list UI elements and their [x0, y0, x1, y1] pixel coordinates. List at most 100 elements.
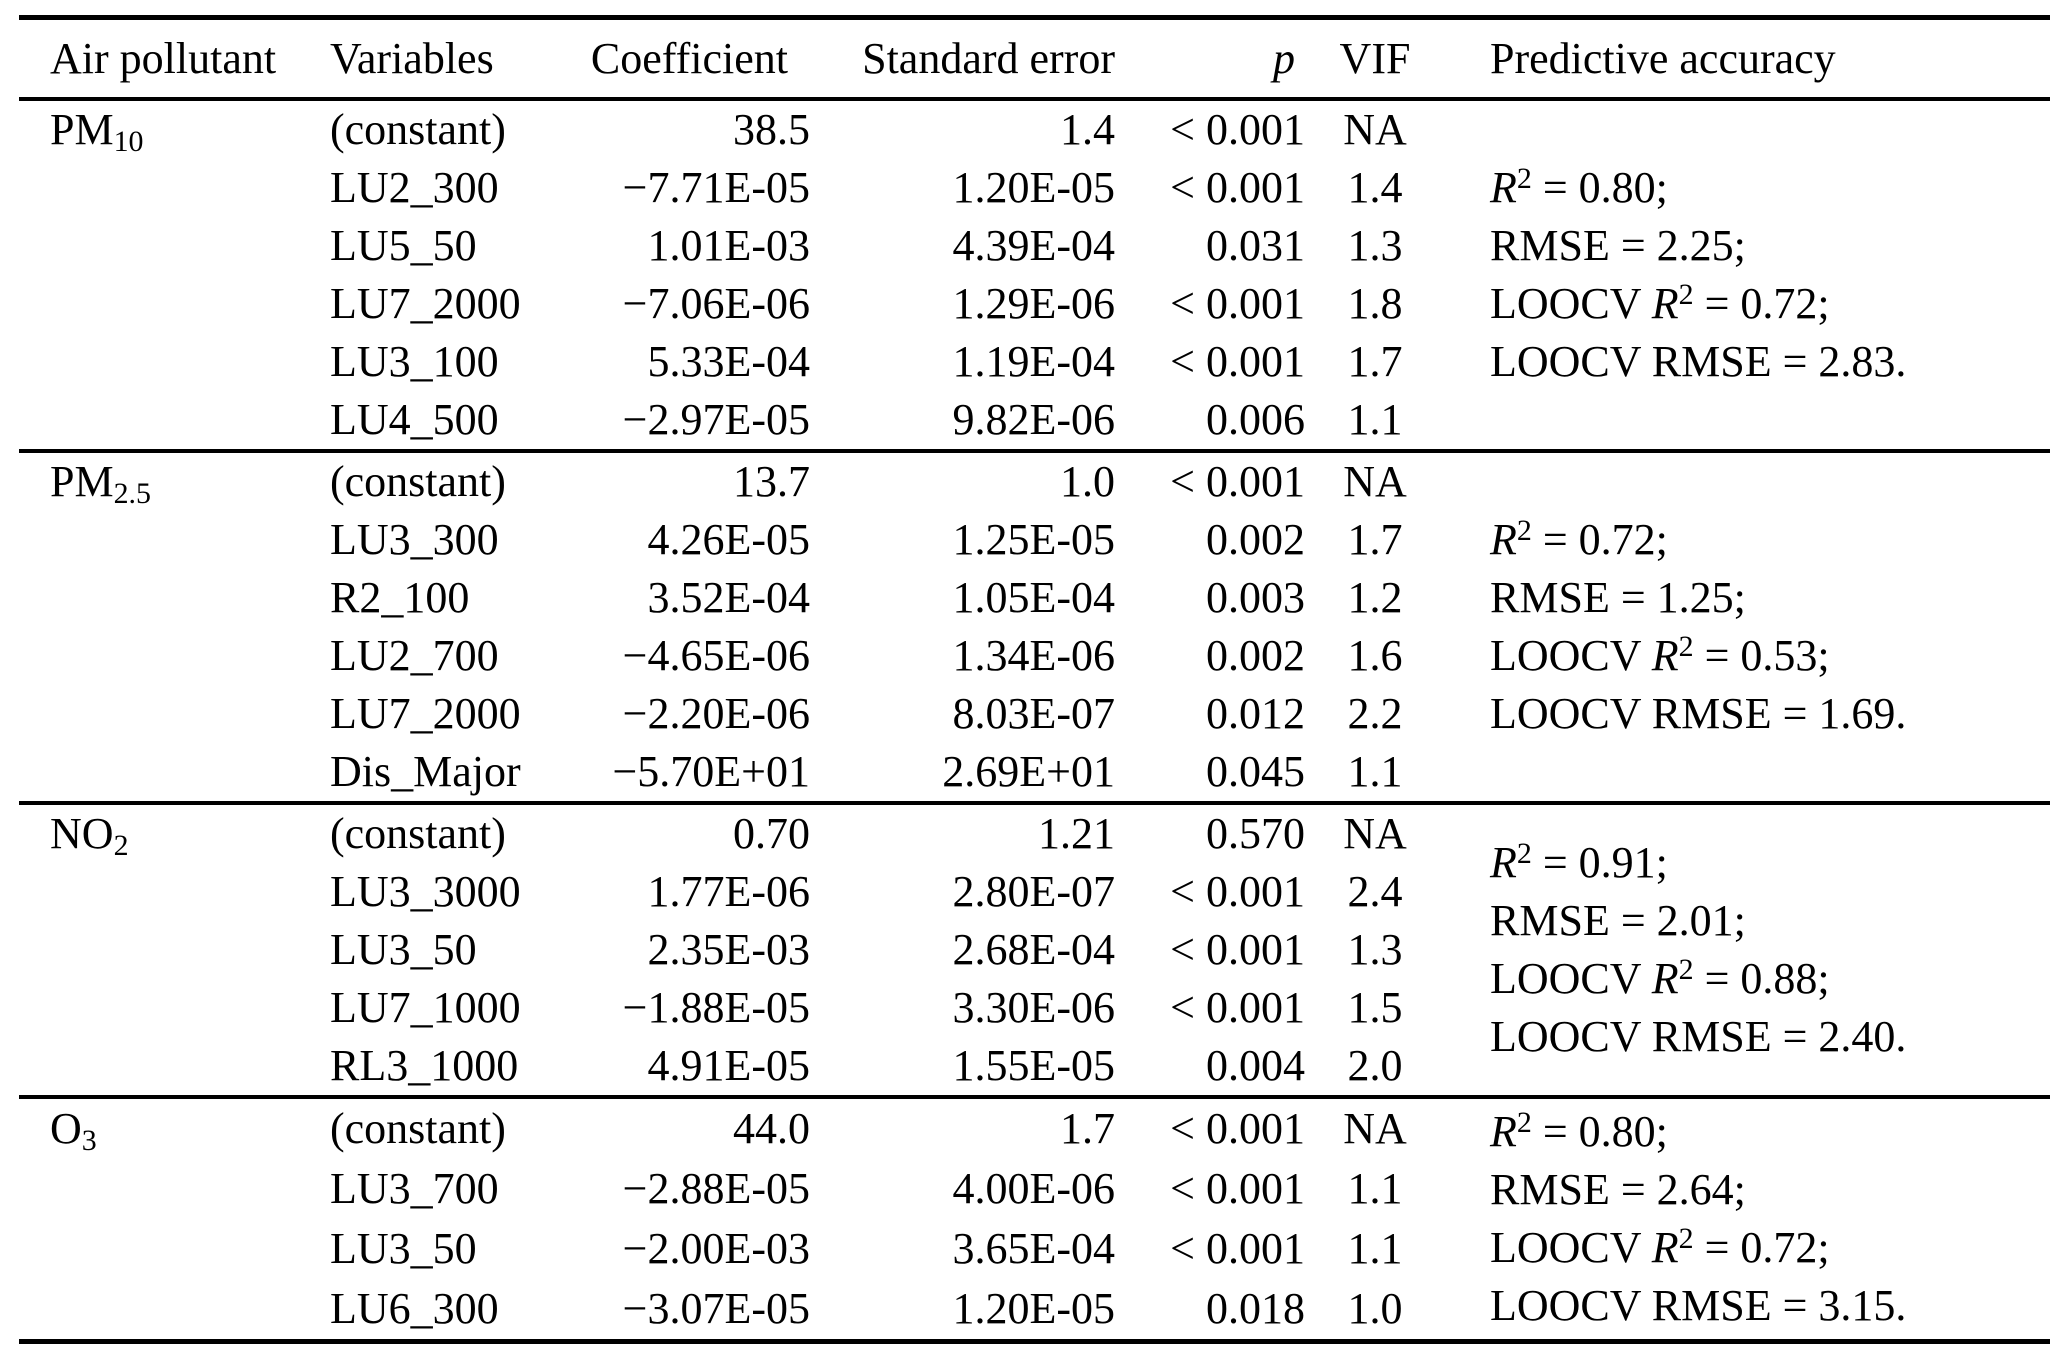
cell-p: 0.004	[1206, 1041, 1305, 1090]
cell-vif: NA	[1343, 105, 1407, 154]
cell-std-error: 8.03E-07	[952, 689, 1115, 738]
cell-variable: (constant)	[330, 457, 506, 506]
cell-p: < 0.001	[1170, 1164, 1305, 1213]
cell-coefficient: 4.91E-05	[647, 1041, 810, 1090]
cell-variable: R2_100	[330, 573, 470, 622]
cell-coefficient: 38.5	[733, 105, 810, 154]
cell-vif: 1.5	[1347, 983, 1403, 1032]
table-row: R2_100 3.52E-04 1.05E-04 0.003 1.2	[19, 569, 2050, 627]
cell-std-error: 1.55E-05	[952, 1041, 1115, 1090]
cell-std-error: 2.80E-07	[952, 867, 1115, 916]
cell-p: 0.002	[1206, 515, 1305, 564]
cell-coefficient: 13.7	[733, 457, 810, 506]
predictive-accuracy-cell: R2 = 0.80; RMSE = 2.64; LOOCV R2 = 0.72; LO…	[1445, 1097, 2050, 1342]
pollutant-section: O3 (constant) 44.0 1.7 < 0.001 NA R2 = 0.80; RM…	[19, 1097, 2050, 1342]
column-header-air-pollutant: Air pollutant	[19, 17, 315, 101]
cell-std-error: 1.20E-05	[952, 1284, 1115, 1333]
cell-p: < 0.001	[1170, 163, 1305, 212]
table-row: LU3_700 −2.88E-05 4.00E-06 < 0.001 1.1	[19, 1159, 2050, 1219]
cell-std-error: 9.82E-06	[952, 395, 1115, 444]
cell-coefficient: −1.88E-05	[622, 983, 810, 1032]
cell-p: < 0.001	[1170, 983, 1305, 1032]
cell-std-error: 1.34E-06	[952, 631, 1115, 680]
column-header-variables: Variables	[315, 17, 585, 101]
cell-variable: LU3_50	[330, 925, 477, 974]
cell-variable: LU3_3000	[330, 867, 521, 916]
cell-coefficient: −2.97E-05	[622, 395, 810, 444]
pollutant-section: PM10 (constant) 38.5 1.4 < 0.001 NA R2 = 0.80;…	[19, 99, 2050, 451]
cell-vif: 2.2	[1347, 689, 1403, 738]
accuracy-line: LOOCV RMSE = 2.83.	[1490, 337, 1907, 386]
cell-variable: LU3_50	[330, 1224, 477, 1273]
table-row: LU3_100 5.33E-04 1.19E-04 < 0.001 1.7	[19, 333, 2050, 391]
cell-p: < 0.001	[1170, 1224, 1305, 1273]
cell-p: < 0.001	[1170, 457, 1305, 506]
pollutant-label: PM2.5	[50, 457, 151, 510]
cell-std-error: 1.29E-06	[952, 279, 1115, 328]
accuracy-line: R2 = 0.91;	[1490, 836, 1668, 887]
cell-variable: LU7_2000	[330, 279, 521, 328]
cell-std-error: 1.7	[1060, 1104, 1115, 1153]
accuracy-line: LOOCV RMSE = 3.15.	[1490, 1281, 1907, 1330]
table-row: LU7_1000 −1.88E-05 3.30E-06 < 0.001 1.5	[19, 979, 2050, 1037]
column-header-coefficient: Coefficient	[585, 17, 810, 101]
table-row: PM2.5 (constant) 13.7 1.0 < 0.001 NA R2 = 0.72…	[19, 451, 2050, 738]
cell-variable: (constant)	[330, 1104, 506, 1153]
accuracy-line: R2 = 0.80;	[1490, 1105, 1668, 1156]
accuracy-line: LOOCV RMSE = 1.69.	[1490, 689, 1907, 738]
cell-vif: 1.4	[1347, 163, 1403, 212]
accuracy-line: LOOCV R2 = 0.72;	[1490, 277, 1830, 328]
cell-coefficient: 2.35E-03	[647, 925, 810, 974]
column-header-predictive-accuracy: Predictive accuracy	[1445, 17, 2050, 101]
accuracy-line: RMSE = 1.25;	[1490, 573, 1746, 622]
accuracy-line: LOOCV R2 = 0.72;	[1490, 1221, 1830, 1272]
cell-vif: NA	[1343, 457, 1407, 506]
table-row: LU3_50 −2.00E-03 3.65E-04 < 0.001 1.1	[19, 1219, 2050, 1279]
cell-std-error: 1.05E-04	[952, 573, 1115, 622]
table-row: NO2 (constant) 0.70 1.21 0.570 NA R2 = 0.91; RM…	[19, 803, 2050, 1061]
pollutant-label: NO2	[50, 809, 129, 862]
cell-vif: 1.6	[1347, 631, 1403, 680]
accuracy-line: LOOCV R2 = 0.88;	[1490, 952, 1830, 1003]
cell-p: < 0.001	[1170, 867, 1305, 916]
table-row: LU3_50 2.35E-03 2.68E-04 < 0.001 1.3	[19, 921, 2050, 979]
table-row: Dis_Major −5.70E+01 2.69E+01 0.045 1.1	[19, 743, 2050, 803]
cell-vif: 1.1	[1347, 747, 1403, 796]
cell-variable: LU6_300	[330, 1284, 499, 1333]
accuracy-line: RMSE = 2.64;	[1490, 1165, 1746, 1214]
cell-variable: LU7_1000	[330, 983, 521, 1032]
predictive-accuracy-cell: R2 = 0.72; RMSE = 1.25; LOOCV R2 = 0.53; LO…	[1445, 451, 2050, 803]
cell-coefficient: 4.26E-05	[647, 515, 810, 564]
cell-coefficient: −2.00E-03	[622, 1224, 810, 1273]
cell-coefficient: −5.70E+01	[612, 747, 810, 796]
accuracy-line: LOOCV RMSE = 2.40.	[1490, 1012, 1907, 1061]
accuracy-line: R2 = 0.72;	[1490, 513, 1668, 564]
table-row: LU5_50 1.01E-03 4.39E-04 0.031 1.3	[19, 217, 2050, 275]
table-row: LU7_2000 −2.20E-06 8.03E-07 0.012 2.2	[19, 685, 2050, 743]
cell-variable: Dis_Major	[330, 747, 521, 796]
cell-p: < 0.001	[1170, 337, 1305, 386]
cell-vif: 2.0	[1347, 1041, 1403, 1090]
cell-std-error: 1.4	[1060, 105, 1115, 154]
cell-variable: LU5_50	[330, 221, 477, 270]
cell-std-error: 3.30E-06	[952, 983, 1115, 1032]
table-row: RL3_1000 4.91E-05 1.55E-05 0.004 2.0	[19, 1037, 2050, 1097]
cell-vif: 1.8	[1347, 279, 1403, 328]
cell-variable: LU3_300	[330, 515, 499, 564]
cell-p: 0.031	[1206, 221, 1305, 270]
cell-p: 0.018	[1206, 1284, 1305, 1333]
cell-vif: 1.3	[1347, 925, 1403, 974]
cell-vif: 1.7	[1347, 515, 1403, 564]
table-row: LU7_2000 −7.06E-06 1.29E-06 < 0.001 1.8	[19, 275, 2050, 333]
cell-vif: 1.7	[1347, 337, 1403, 386]
cell-std-error: 4.00E-06	[952, 1164, 1115, 1213]
cell-p: 0.003	[1206, 573, 1305, 622]
cell-coefficient: 5.33E-04	[647, 337, 810, 386]
cell-std-error: 4.39E-04	[952, 221, 1115, 270]
predictive-accuracy-cell: R2 = 0.91; RMSE = 2.01; LOOCV R2 = 0.88; LO…	[1445, 803, 2050, 1097]
cell-variable: LU3_700	[330, 1164, 499, 1213]
cell-std-error: 1.19E-04	[952, 337, 1115, 386]
cell-coefficient: −4.65E-06	[622, 631, 810, 680]
cell-vif: 1.0	[1347, 1284, 1403, 1333]
